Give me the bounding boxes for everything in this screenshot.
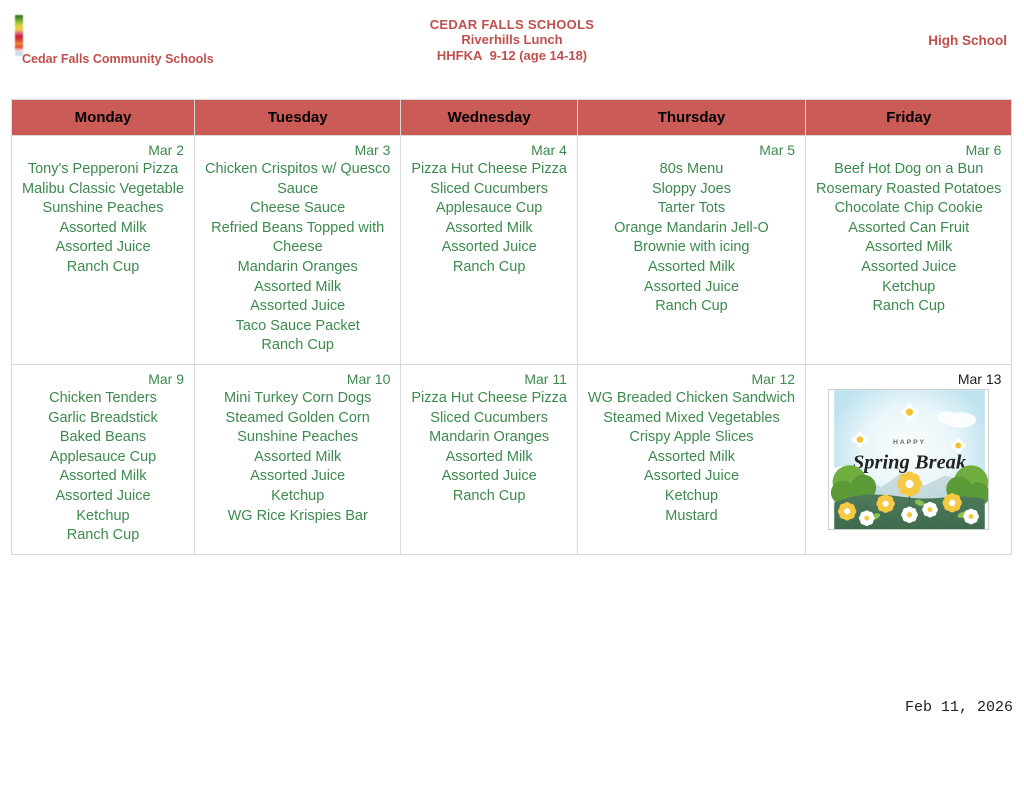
- svg-text:HAPPY: HAPPY: [893, 439, 926, 446]
- svg-text:Spring Break: Spring Break: [853, 452, 967, 474]
